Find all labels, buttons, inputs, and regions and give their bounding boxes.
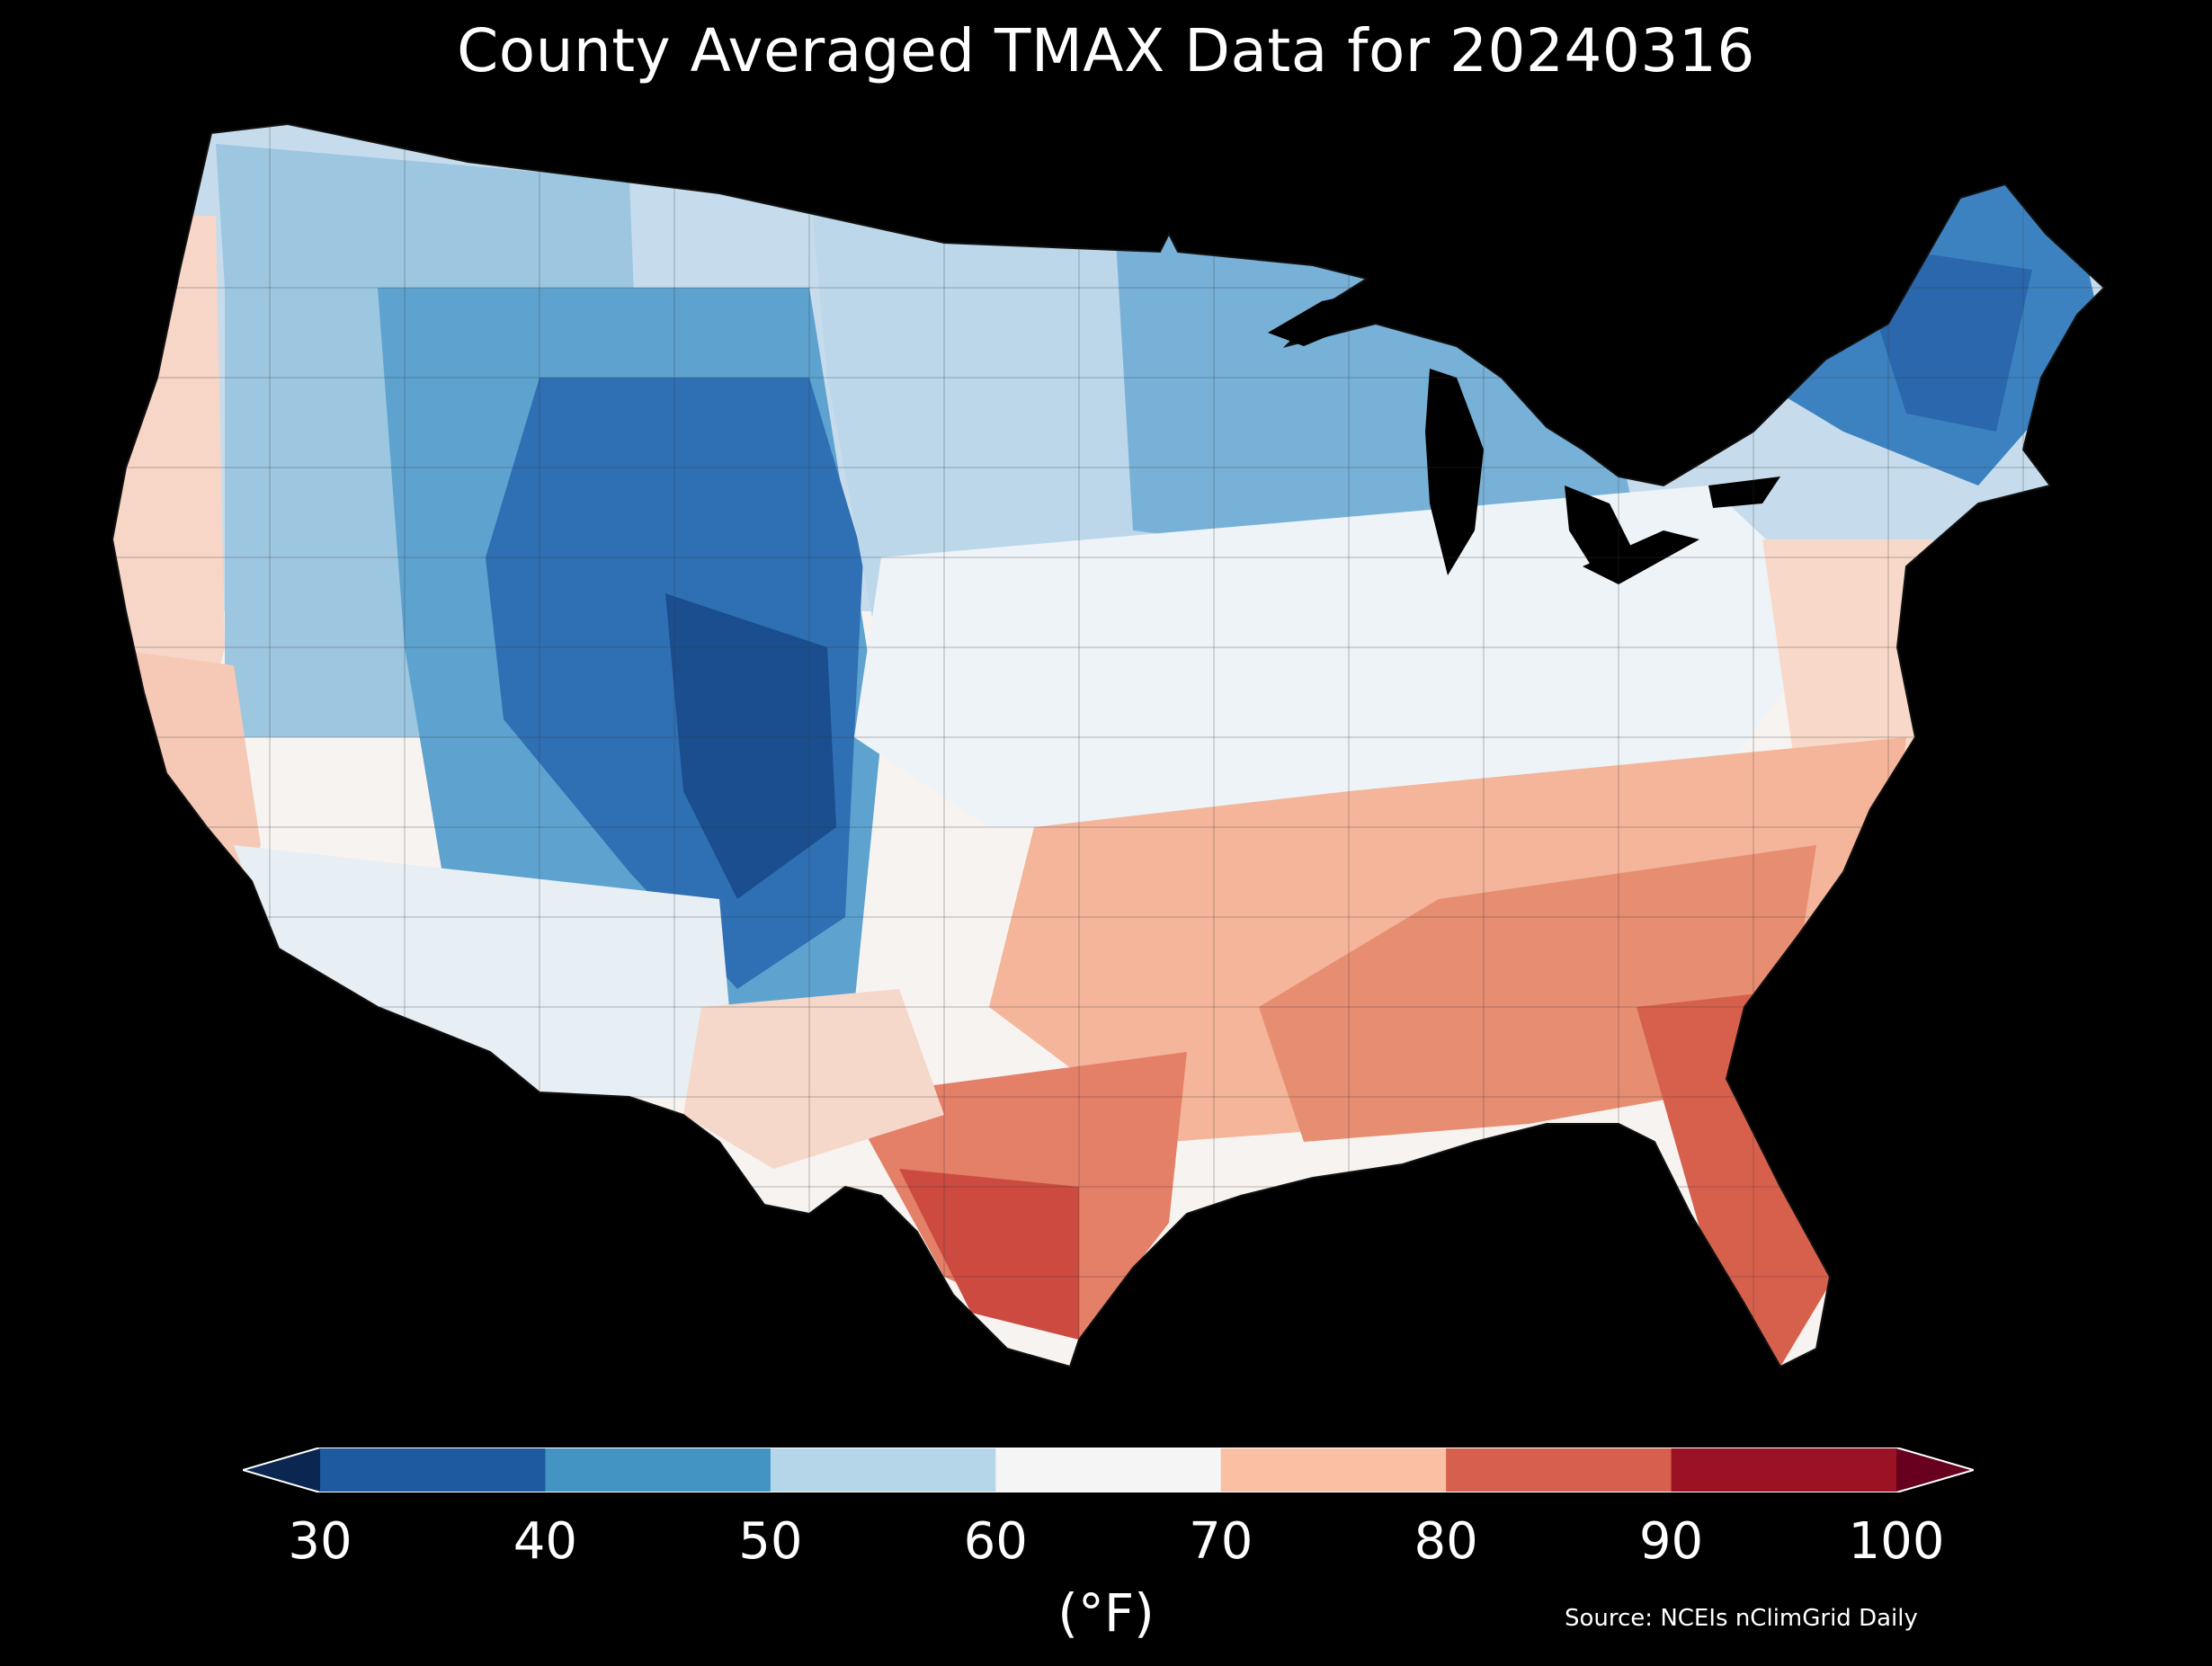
colorbar-tick-label: 40 xyxy=(513,1512,578,1571)
colorbar-bin-90-100 xyxy=(1671,1448,1897,1492)
colorbar-tick-label: 100 xyxy=(1848,1512,1945,1571)
colorbar-svg xyxy=(239,1447,1977,1493)
colorbar-tick-label: 90 xyxy=(1638,1512,1704,1571)
colorbar-tick-label: 60 xyxy=(963,1512,1028,1571)
lake-ontario xyxy=(1708,477,1780,508)
choropleth-map xyxy=(0,108,2212,1412)
colorbar-bin-50-60 xyxy=(770,1448,996,1492)
usa-outline xyxy=(111,122,2106,1368)
lake-huron xyxy=(1565,486,1637,566)
colorbar-tick-label: 30 xyxy=(288,1512,352,1571)
temperature-fill xyxy=(112,124,2104,1367)
colorbar-bin-40-50 xyxy=(545,1448,772,1492)
lake-superior xyxy=(1268,288,1385,346)
lake-erie xyxy=(1583,530,1699,584)
lake-michigan xyxy=(1425,369,1484,575)
colorbar-tick-label: 80 xyxy=(1414,1512,1478,1571)
colorbar-unit-label: (°F) xyxy=(1057,1582,1155,1644)
colorbar-under-arrow xyxy=(243,1448,320,1492)
colorbar-tick-label: 70 xyxy=(1189,1512,1253,1571)
colorbar-bin-80-90 xyxy=(1446,1448,1672,1492)
colorbar-tick-label: 50 xyxy=(738,1512,803,1571)
usa-county-map-svg xyxy=(111,122,2106,1368)
colorbar-bin-70-80 xyxy=(1220,1448,1447,1492)
colorbar xyxy=(239,1447,1977,1493)
colorbar-over-arrow xyxy=(1896,1448,1974,1492)
great-lakes-water xyxy=(1268,288,1780,584)
colorbar-bin-30-40 xyxy=(320,1448,546,1492)
colorbar-bin-60-70 xyxy=(995,1448,1222,1492)
source-note: Source: NCEIs nClimGrid Daily xyxy=(1565,1605,1918,1632)
map-title: County Averaged TMAX Data for 20240316 xyxy=(457,16,1755,85)
